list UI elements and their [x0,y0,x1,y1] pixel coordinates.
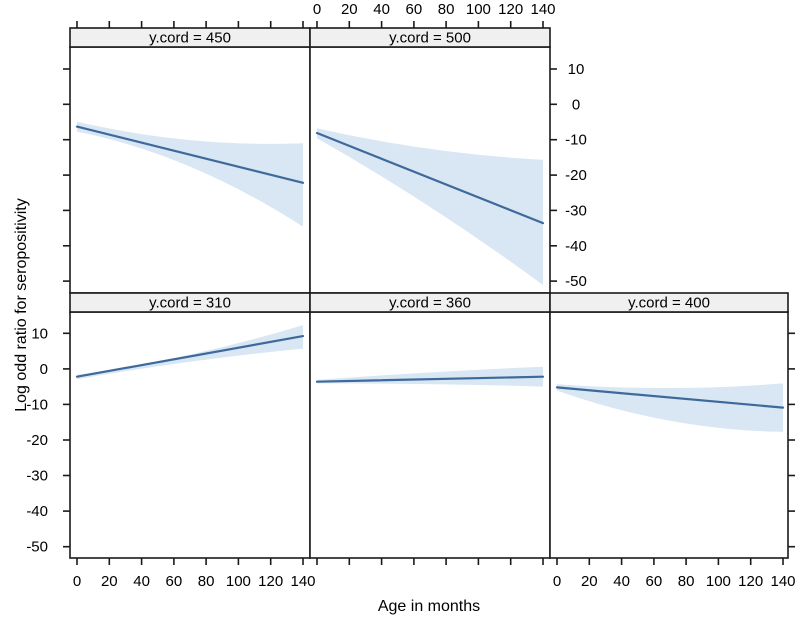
x-tick-label-top: 100 [466,1,491,18]
strip-label-310: y.cord = 310 [149,295,231,312]
x-tick-label-bottom: 140 [770,573,795,590]
x-tick-label-bottom: 40 [133,573,150,590]
y-tick-label-right: -40 [565,238,587,255]
y-tick-label-right: -30 [565,202,587,219]
x-tick-label-bottom: 100 [226,573,251,590]
x-tick-label-bottom: 60 [646,573,663,590]
x-tick-label-bottom: 20 [581,573,598,590]
confidence-band-310 [77,325,303,380]
y-tick-label-right: -10 [565,132,587,149]
confidence-band-500 [317,128,543,285]
x-tick-label-bottom: 120 [738,573,763,590]
x-tick-label-bottom: 100 [706,573,731,590]
y-tick-label-left: -40 [26,503,48,520]
y-axis-title: Log odd ratio for seropositivity [13,198,30,412]
x-tick-label-bottom: 80 [198,573,215,590]
strip-label-450: y.cord = 450 [149,30,231,47]
confidence-band-450 [77,121,303,227]
trend-line-500 [315,131,545,225]
trend-line-450 [75,125,305,184]
x-tick-label-bottom: 140 [290,573,315,590]
confidence-band-360 [317,366,543,387]
x-tick-label-bottom: 20 [101,573,118,590]
y-tick-label-left: -30 [26,468,48,485]
strip-label-400: y.cord = 400 [628,295,710,312]
x-tick-label-top: 0 [313,1,321,18]
y-tick-label-right: 0 [572,96,580,113]
x-tick-label-top: 40 [373,1,390,18]
x-tick-label-top: 20 [341,1,358,18]
y-tick-label-left: -10 [26,396,48,413]
x-tick-label-top: 140 [530,1,555,18]
x-tick-label-top: 80 [438,1,455,18]
trend-line-310 [75,335,305,378]
x-tick-label-bottom: 40 [613,573,630,590]
y-tick-label-left: 0 [40,361,48,378]
x-tick-label-top: 60 [406,1,423,18]
y-tick-label-left: 10 [31,325,48,342]
trend-line-400 [555,386,785,409]
x-tick-label-top: 120 [498,1,523,18]
x-tick-label-bottom: 0 [73,573,81,590]
panel-bg-360 [310,312,550,558]
strip-label-500: y.cord = 500 [389,30,471,47]
trend-line-360 [315,375,545,383]
y-tick-label-right: -50 [565,273,587,290]
x-tick-label-bottom: 0 [553,573,561,590]
strip-400 [549,292,789,313]
y-tick-label-left: -50 [26,539,48,556]
x-tick-label-bottom: 80 [678,573,695,590]
x-tick-label-bottom: 60 [166,573,183,590]
x-tick-label-bottom: 120 [258,573,283,590]
confidence-band-400 [557,383,783,432]
y-tick-label-right: -20 [565,167,587,184]
strip-500 [309,27,551,48]
y-tick-label-right: 10 [568,61,585,78]
x-axis-title: Age in months [377,598,481,615]
panel-bg-400 [550,312,788,558]
panel-bg-310 [70,312,310,558]
strip-label-360: y.cord = 360 [389,295,471,312]
y-tick-label-left: -20 [26,432,48,449]
